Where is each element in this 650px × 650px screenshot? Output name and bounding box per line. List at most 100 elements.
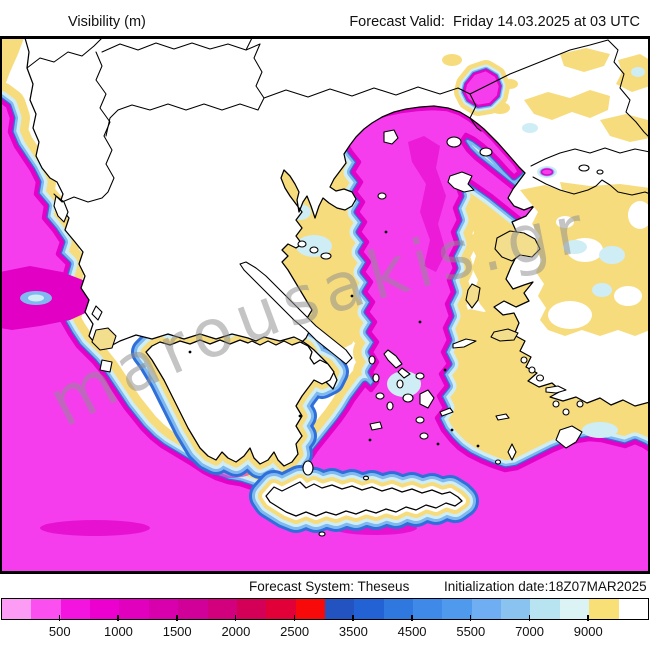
colorbar-tick-label: 5500	[456, 624, 486, 639]
colorbar-tick-label: 1000	[103, 624, 133, 639]
island-andros	[383, 349, 403, 369]
colorbar-segment	[236, 599, 267, 619]
island-kasos	[494, 459, 502, 465]
island-kos	[545, 385, 567, 394]
island-mykonos	[415, 372, 425, 380]
map-border-left	[0, 36, 2, 574]
island-naxos	[419, 389, 435, 409]
island-rhodes	[555, 425, 583, 449]
islands	[53, 129, 584, 537]
island-santorini	[419, 432, 429, 440]
island-astypalaia	[495, 413, 510, 421]
colorbar-segment	[501, 599, 531, 619]
forecast-system-label: Forecast System: Theseus	[249, 579, 410, 594]
colorbar-segment	[559, 599, 590, 619]
colorbar-segment	[2, 599, 32, 619]
island-thasos	[383, 129, 399, 145]
deep-patch-aegean	[408, 136, 446, 272]
colorbar-segment	[178, 599, 208, 619]
island-ikaria	[452, 338, 477, 349]
colorbar-tick-label: 500	[48, 624, 71, 639]
island-kalymnos	[535, 374, 545, 382]
island-tinos	[397, 367, 411, 379]
colorbar-tick-label: 7000	[515, 624, 544, 639]
colorbar-segment	[119, 599, 149, 619]
colorbar-tick-label: 2000	[221, 624, 251, 639]
island-samothrace	[446, 136, 462, 148]
island-karpathos	[507, 443, 517, 461]
colorbar-tick-label: 1500	[162, 624, 192, 639]
map-border-bottom	[0, 571, 650, 574]
island-gavdos	[318, 531, 326, 537]
island-corfu	[53, 195, 69, 223]
islet-agios-efstratios	[377, 192, 387, 200]
colorbar-tick-label: 3500	[338, 624, 368, 639]
yellow-corner-adriatic	[0, 38, 24, 96]
colorbar-segment	[589, 599, 619, 619]
island-paros	[402, 393, 414, 403]
island-chios	[465, 283, 481, 309]
deep-patch-south1	[40, 520, 150, 536]
colorbar-segment	[618, 599, 648, 619]
island-leros	[528, 366, 536, 374]
colorbar-segment	[530, 599, 560, 619]
island-ios	[415, 416, 425, 424]
marmara-sea-detail	[537, 164, 604, 178]
island-limnos	[447, 171, 475, 193]
forecast-valid-label: Forecast Valid: Friday 14.03.2025 at 03 …	[349, 14, 640, 30]
island-nisyros	[552, 400, 560, 408]
island-dia	[362, 475, 370, 481]
product-title: Visibility (m)	[68, 14, 146, 30]
island-syros	[396, 379, 404, 389]
colorbar-segment	[148, 599, 179, 619]
island-kea	[368, 355, 376, 365]
island-kefalonia	[91, 327, 117, 351]
visibility-colorbar	[1, 598, 649, 620]
island-kythira	[302, 460, 314, 476]
island-sifnos	[386, 401, 394, 411]
island-euboea	[239, 261, 353, 365]
map: marousakis.gr	[0, 36, 650, 574]
island-kythnos	[372, 373, 380, 383]
colorbar-tick-label: 4500	[397, 624, 427, 639]
colorbar-segment	[60, 599, 91, 619]
island-patmos	[520, 356, 528, 364]
island-milos	[369, 421, 383, 431]
map-border-right	[648, 36, 650, 574]
island-gokceada	[479, 147, 493, 157]
colorbar-segment	[413, 599, 443, 619]
island-alonissos	[320, 252, 332, 260]
island-lesbos	[494, 230, 541, 262]
island-samos	[490, 328, 519, 342]
island-lefkada	[91, 305, 103, 321]
islet-dots	[188, 230, 480, 448]
colorbar-segment	[266, 599, 296, 619]
country-borders	[26, 38, 650, 203]
island-skiathos	[297, 240, 307, 248]
island-zakynthos	[99, 359, 113, 373]
visibility-map-svg: marousakis.gr	[0, 38, 650, 572]
cyan-blob-ionian	[28, 294, 44, 302]
colorbar-tick-label: 9000	[573, 624, 603, 639]
colorbar-segment	[354, 599, 384, 619]
cyan-sporades-patch	[296, 235, 332, 257]
cyan-cyclades-patch	[387, 371, 421, 397]
island-tilos	[562, 408, 570, 416]
island-amorgos	[439, 407, 454, 417]
island-skopelos	[309, 246, 319, 254]
colorbar-segment	[383, 599, 414, 619]
colorbar-segment	[31, 599, 61, 619]
colorbar-segment	[295, 599, 325, 619]
colorbar-segment	[442, 599, 472, 619]
colorbar-labels: 500 1000 1500 2000 2500 3500 4500 5500 7000 9000	[1, 624, 647, 640]
initialization-date-label: Initialization date:18Z07MAR2025	[444, 579, 647, 594]
inland-patches-turkey-thrace	[442, 48, 650, 438]
colorbar-segment	[471, 599, 502, 619]
colorbar-segment	[324, 599, 355, 619]
colorbar-tick-label: 2500	[280, 624, 310, 639]
island-symi	[576, 400, 584, 408]
colorbar-segment	[207, 599, 237, 619]
map-border-top	[0, 36, 650, 39]
colorbar-segment	[90, 599, 120, 619]
